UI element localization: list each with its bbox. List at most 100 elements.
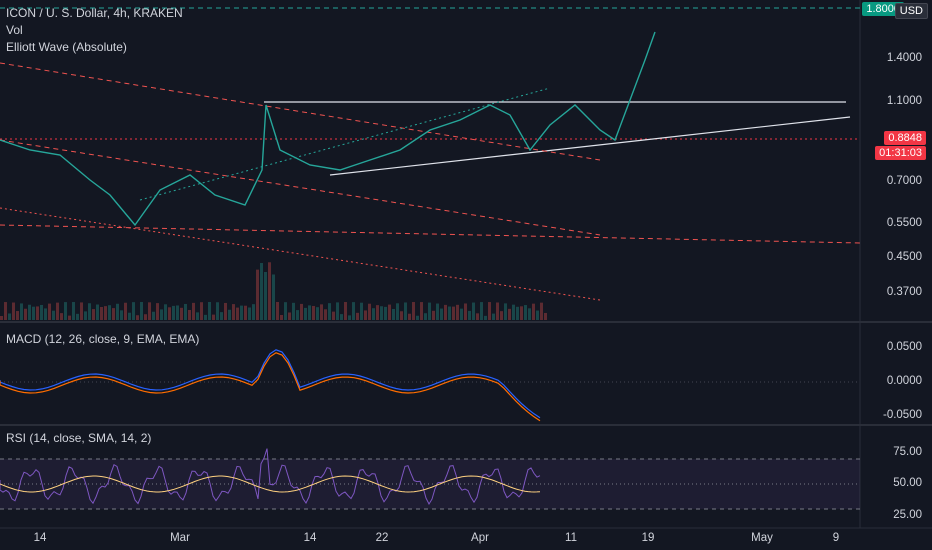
volume-bar bbox=[24, 308, 27, 320]
rsi-tick: 25.00 bbox=[893, 509, 922, 521]
macd-tick: 0.0000 bbox=[886, 375, 922, 387]
volume-bar bbox=[328, 303, 331, 320]
time-tick: 9 bbox=[832, 532, 840, 544]
volume-bar bbox=[116, 303, 119, 320]
volume-bar bbox=[220, 312, 223, 320]
rsi-line bbox=[0, 448, 541, 506]
volume-bar bbox=[44, 308, 47, 320]
volume-bar bbox=[352, 302, 355, 320]
volume-bar bbox=[492, 313, 495, 320]
trend-line bbox=[0, 139, 601, 236]
volume-bar bbox=[136, 315, 139, 320]
volume-bar bbox=[108, 305, 111, 320]
volume-bar bbox=[460, 308, 463, 320]
volume-bar bbox=[192, 302, 195, 320]
macd-line bbox=[0, 349, 541, 419]
volume-bar bbox=[332, 311, 335, 320]
volume-bar bbox=[520, 306, 523, 320]
volume-bar bbox=[296, 310, 299, 320]
price-tick: 1.1000 bbox=[886, 95, 922, 107]
volume-bar bbox=[440, 308, 443, 320]
indicator-elliott[interactable]: Elliott Wave (Absolute) bbox=[6, 40, 127, 54]
volume-bar bbox=[368, 303, 371, 320]
volume-bar bbox=[420, 302, 423, 320]
volume-bar bbox=[432, 310, 435, 320]
volume-bar bbox=[436, 303, 439, 320]
volume-bar bbox=[504, 303, 507, 320]
volume-bar bbox=[292, 302, 295, 320]
currency-badge[interactable]: USD bbox=[894, 3, 928, 19]
volume-bar bbox=[244, 305, 247, 320]
volume-bar bbox=[464, 303, 467, 320]
volume-bar bbox=[348, 315, 351, 320]
volume-bar bbox=[272, 274, 275, 320]
volume-bar bbox=[32, 306, 35, 320]
volume-bar bbox=[484, 315, 487, 320]
symbol-title[interactable]: ICON / U. S. Dollar, 4h, KRAKEN bbox=[6, 6, 183, 20]
volume-bar bbox=[156, 303, 159, 320]
volume-bar bbox=[380, 306, 383, 320]
volume-bar bbox=[184, 303, 187, 320]
volume-bar bbox=[112, 308, 115, 320]
volume-bar bbox=[12, 302, 15, 320]
volume-bar bbox=[412, 302, 415, 320]
volume-bar bbox=[76, 313, 79, 320]
time-tick: 22 bbox=[375, 532, 389, 544]
volume-bar bbox=[336, 302, 339, 320]
volume-bar bbox=[404, 302, 407, 320]
time-tick: 14 bbox=[303, 532, 317, 544]
volume-bar bbox=[4, 302, 7, 320]
price-series bbox=[0, 31, 656, 227]
volume-bar bbox=[236, 307, 239, 320]
volume-bar bbox=[536, 310, 539, 320]
rsi-tick: 50.00 bbox=[893, 477, 922, 489]
volume-bar bbox=[104, 306, 107, 320]
time-tick: May bbox=[751, 532, 773, 544]
volume-bar bbox=[20, 303, 23, 320]
volume-bar bbox=[408, 313, 411, 320]
volume-bar bbox=[164, 304, 167, 320]
volume-bar bbox=[212, 314, 215, 320]
volume-bar bbox=[320, 304, 323, 320]
volume-bar bbox=[508, 308, 511, 320]
volume-bar bbox=[468, 310, 471, 320]
signal-line bbox=[0, 352, 541, 422]
rsi-title[interactable]: RSI (14, close, SMA, 14, 2) bbox=[6, 431, 152, 445]
volume-bar bbox=[496, 302, 499, 320]
indicator-vol[interactable]: Vol bbox=[6, 23, 23, 37]
time-tick: Mar bbox=[170, 532, 190, 544]
volume-bar bbox=[280, 314, 283, 320]
volume-bar bbox=[124, 302, 127, 320]
volume-bar bbox=[264, 271, 267, 320]
volume-bar bbox=[312, 305, 315, 320]
volume-bar bbox=[128, 312, 131, 320]
volume-bar bbox=[344, 302, 347, 320]
volume-bar bbox=[88, 303, 91, 320]
volume-bar bbox=[8, 313, 11, 320]
volume-bar bbox=[172, 305, 175, 320]
volume-bar bbox=[480, 302, 483, 320]
volume-bar bbox=[456, 304, 459, 320]
volume-bar bbox=[256, 269, 259, 320]
macd-title[interactable]: MACD (12, 26, close, 9, EMA, EMA) bbox=[6, 332, 200, 346]
volume-bar bbox=[176, 305, 179, 320]
price-tick: 0.5500 bbox=[886, 217, 922, 229]
volume-bar bbox=[308, 305, 311, 320]
volume-bar bbox=[532, 303, 535, 320]
volume-bar bbox=[284, 302, 287, 320]
volume-bar bbox=[248, 307, 251, 320]
rsi-ma-line bbox=[0, 475, 541, 493]
volume-bar bbox=[52, 310, 55, 320]
volume-bar bbox=[148, 302, 151, 320]
volume-bar bbox=[384, 306, 387, 320]
volume-bar bbox=[0, 316, 3, 320]
volume-bar bbox=[196, 312, 199, 320]
volume-bar bbox=[488, 302, 491, 320]
volume-bar bbox=[204, 314, 207, 320]
volume-bar bbox=[304, 307, 307, 320]
volume-bar bbox=[316, 307, 319, 320]
macd-tick: 0.0500 bbox=[886, 341, 922, 353]
volume-bar bbox=[324, 309, 327, 320]
volume-bar bbox=[540, 302, 543, 320]
